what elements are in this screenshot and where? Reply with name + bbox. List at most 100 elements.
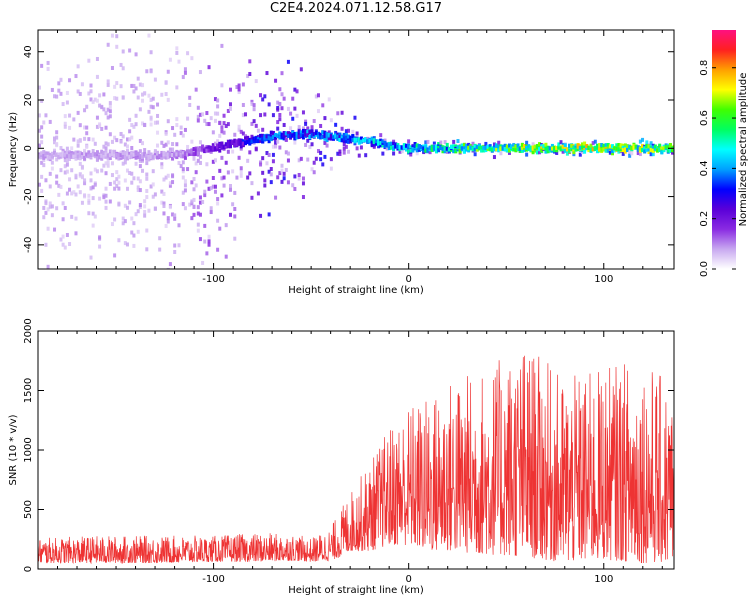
heatmap-cell bbox=[621, 151, 625, 156]
heatmap-cell bbox=[128, 151, 132, 156]
heatmap-cell bbox=[102, 154, 106, 159]
heatmap-cell bbox=[550, 148, 554, 153]
heatmap-cell bbox=[102, 92, 106, 97]
heatmap-cell bbox=[132, 290, 135, 294]
heatmap-cell bbox=[323, 136, 327, 141]
heatmap-cell bbox=[475, 145, 479, 150]
heatmap-cell bbox=[458, 145, 462, 150]
heatmap-cell bbox=[555, 150, 559, 155]
heatmap-cell bbox=[78, 150, 82, 155]
heatmap-cell bbox=[160, 165, 164, 170]
heatmap-cell bbox=[91, 149, 95, 154]
heatmap-cell bbox=[198, 70, 202, 75]
heatmap-cell bbox=[583, 149, 587, 154]
heatmap-cell bbox=[98, 124, 102, 129]
heatmap-cell bbox=[617, 147, 621, 152]
heatmap-cell bbox=[239, 170, 243, 175]
heatmap-cell bbox=[271, 159, 275, 164]
heatmap-cell bbox=[347, 139, 351, 144]
heatmap-cell bbox=[98, 196, 102, 201]
heatmap-cell bbox=[507, 143, 511, 148]
heatmap-cell bbox=[166, 69, 170, 74]
heatmap-cell bbox=[235, 85, 239, 90]
heatmap-cell bbox=[125, 205, 129, 210]
heatmap-cell bbox=[61, 153, 65, 158]
colorbar-tick-label: 0.8 bbox=[699, 60, 710, 76]
heatmap-cell bbox=[168, 205, 172, 210]
heatmap-cell bbox=[113, 96, 117, 101]
heatmap-cell bbox=[78, 172, 82, 177]
heatmap-cell bbox=[347, 136, 351, 141]
heatmap-cell bbox=[168, 153, 172, 158]
heatmap-cell bbox=[295, 89, 299, 94]
heatmap-cell bbox=[211, 176, 215, 181]
heatmap-cell bbox=[613, 148, 617, 153]
heatmap-cell bbox=[233, 236, 237, 241]
heatmap-cell bbox=[269, 136, 273, 141]
heatmap-cell bbox=[44, 242, 48, 247]
heatmap-cell bbox=[153, 77, 157, 82]
heatmap-cell bbox=[583, 141, 587, 146]
heatmap-cell bbox=[85, 152, 89, 157]
heatmap-cell bbox=[392, 139, 396, 144]
heatmap-cell bbox=[246, 175, 250, 180]
heatmap-cell bbox=[87, 154, 91, 159]
heatmap-cell bbox=[312, 132, 316, 137]
heatmap-cell bbox=[574, 147, 578, 152]
heatmap-cell bbox=[233, 143, 237, 148]
heatmap-cell bbox=[186, 167, 190, 172]
heatmap-cell bbox=[83, 193, 87, 198]
heatmap-cell bbox=[610, 146, 614, 151]
heatmap-cell bbox=[44, 201, 48, 206]
heatmap-cell bbox=[149, 97, 153, 102]
heatmap-cell bbox=[347, 149, 351, 154]
heatmap-cell bbox=[340, 126, 344, 131]
heatmap-cell bbox=[220, 176, 224, 181]
heatmap-cell bbox=[190, 139, 194, 144]
heatmap-cell bbox=[338, 149, 342, 154]
heatmap-cell bbox=[119, 150, 123, 155]
heatmap-cell bbox=[542, 144, 546, 149]
heatmap-cell bbox=[196, 147, 200, 152]
heatmap-cell bbox=[546, 146, 550, 151]
heatmap-cell bbox=[173, 132, 177, 137]
heatmap-cell bbox=[130, 123, 134, 128]
heatmap-cell bbox=[123, 203, 127, 208]
heatmap-cell bbox=[293, 87, 297, 92]
heatmap-cell bbox=[166, 97, 170, 102]
heatmap-cell bbox=[593, 146, 597, 151]
heatmap-cell bbox=[308, 134, 312, 139]
heatmap-cell bbox=[134, 151, 138, 156]
heatmap-cell bbox=[78, 190, 82, 195]
heatmap-cell bbox=[143, 213, 147, 218]
heatmap-cell bbox=[61, 234, 65, 239]
heatmap-cell bbox=[151, 182, 155, 187]
heatmap-cell bbox=[600, 145, 604, 150]
heatmap-cell bbox=[561, 144, 565, 149]
heatmap-cell bbox=[50, 166, 54, 171]
heatmap-cell bbox=[44, 151, 48, 156]
heatmap-cell bbox=[179, 164, 183, 169]
heatmap-cell bbox=[385, 146, 389, 151]
heatmap-cell bbox=[651, 148, 655, 153]
top-frame bbox=[37, 29, 675, 270]
heatmap-cell bbox=[55, 152, 59, 157]
heatmap-cell bbox=[104, 161, 108, 166]
heatmap-cell bbox=[203, 118, 207, 123]
heatmap-cell bbox=[383, 144, 387, 149]
heatmap-cell bbox=[280, 134, 284, 139]
heatmap-cell bbox=[113, 186, 117, 191]
heatmap-cell bbox=[638, 146, 642, 151]
heatmap-cell bbox=[246, 135, 250, 140]
heatmap-cell bbox=[198, 140, 202, 145]
heatmap-cell bbox=[123, 150, 127, 155]
heatmap-cell bbox=[175, 123, 179, 128]
heatmap-cell bbox=[153, 149, 157, 154]
heatmap-cell bbox=[106, 42, 110, 47]
heatmap-cell bbox=[123, 142, 127, 147]
heatmap-cell bbox=[186, 152, 190, 157]
heatmap-cell bbox=[216, 218, 220, 223]
heatmap-cell bbox=[65, 154, 69, 159]
heatmap-cell bbox=[649, 147, 653, 152]
heatmap-cell bbox=[286, 180, 290, 185]
